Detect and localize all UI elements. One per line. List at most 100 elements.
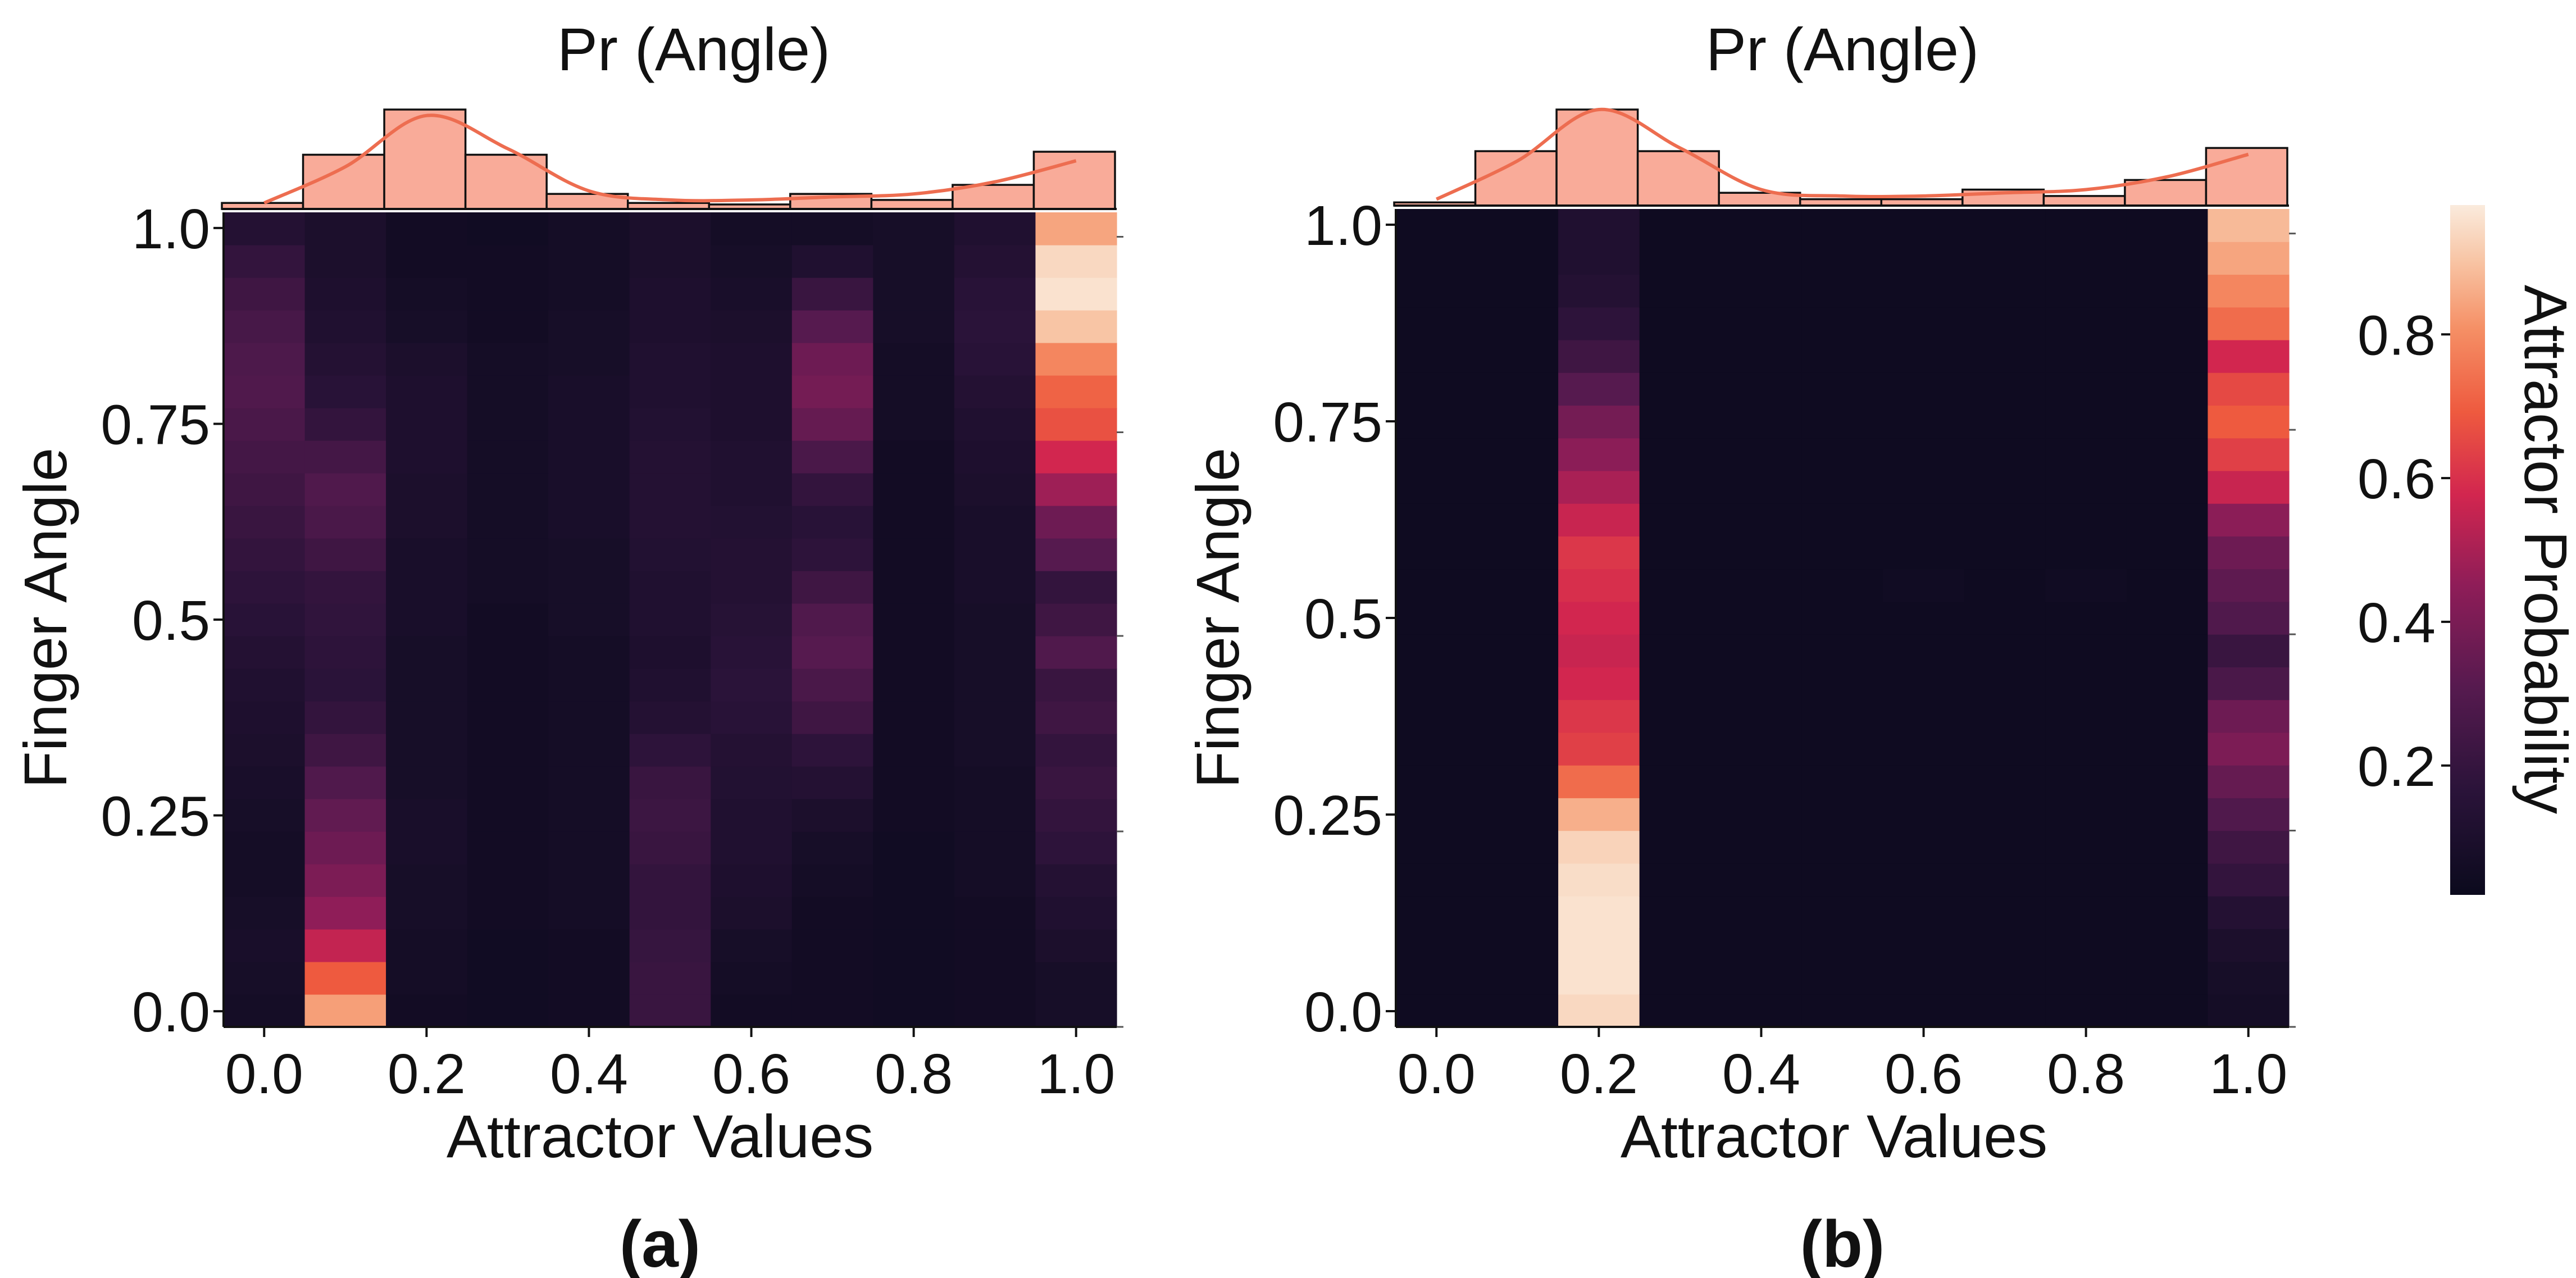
heatmap-cell [791,375,873,408]
heatmap-cell [791,571,873,604]
heatmap-cell [1964,830,2046,864]
heatmap-cell [2126,929,2209,962]
heatmap-cell [1477,699,1559,733]
heatmap-cell [1477,438,1559,471]
heatmap-cell [954,864,1036,897]
heatmap-cell [629,668,711,702]
heatmap-cell [1639,765,1721,798]
x-tick-label: 0.2 [388,1043,466,1106]
heatmap-cell [1639,798,1721,831]
heatmap-cell [2045,830,2127,864]
x-tick-label: 1.0 [1037,1043,1115,1106]
heatmap-cell [1558,961,1640,995]
heatmap-cell [1964,601,2046,635]
heatmap-cell [2126,765,2209,798]
colorbar-tick-label: 0.8 [2357,304,2436,367]
heatmap-cell [791,603,873,636]
panel-b: Pr (Angle) 0.0 0.2 0.4 0.6 0.8 1.01.00.750.50… [1184,15,2296,1278]
heatmap-cell [1801,438,1883,471]
x-tick-label: 0.8 [2047,1043,2125,1106]
heatmap-cell [304,929,386,962]
heatmap-cell [548,636,630,669]
heatmap-cell [1035,799,1117,832]
heatmap-cell [1639,863,1721,897]
heatmap-cell [629,701,711,734]
heatmap-cell [467,994,549,1027]
heatmap-cell [2208,568,2290,602]
heatmap-cell [2045,568,2127,602]
heatmap-cell [304,603,386,636]
heatmap-cell [1964,242,2046,275]
heatmap-cell [711,278,793,311]
heatmap-cell [1558,798,1640,831]
heatmap-cell [548,929,630,962]
heatmap-cell [629,212,711,245]
heatmap-cell [2208,372,2290,406]
heatmap-cell [1477,339,1559,373]
heatmap-cell [1035,636,1117,669]
colorbar-ticks: 0.8 0.6 0.4 0.2 [2357,304,2450,798]
heatmap-cell [1035,278,1117,311]
heatmap-cell [954,538,1036,571]
heatmap-cell [467,962,549,995]
heatmap-cell [954,375,1036,408]
heatmap-cell [629,278,711,311]
heatmap-cell [467,571,549,604]
heatmap-cell [2208,536,2290,570]
heatmap-cell [467,278,549,311]
heatmap-cell [1801,601,1883,635]
heatmap-cell [1477,961,1559,995]
heatmap-cell [1477,863,1559,897]
heatmap-cell [2208,667,2290,701]
heatmap-cell [386,440,468,474]
heatmap-cell [548,375,630,408]
heatmap-cell [1477,994,1559,1027]
heatmap-cell [224,668,306,702]
heatmap-cell [1964,929,2046,962]
heatmap-cell [629,375,711,408]
heatmap-cell [2126,863,2209,897]
heatmap-cell [1035,408,1117,441]
heatmap-cell [1558,667,1640,701]
heatmap-cell [711,994,793,1027]
heatmap-cell [386,343,468,376]
heatmap-cell [873,897,955,930]
heatmap-cell [873,538,955,571]
heatmap-cell [386,245,468,278]
heatmap-cell [1964,667,2046,701]
heatmap-cell [1477,405,1559,439]
heatmap-cell [1801,994,1883,1027]
heatmap-cell [1801,209,1883,242]
heatmap-cell [1639,438,1721,471]
heatmap-cell [1639,732,1721,766]
heatmap-cell [629,962,711,995]
heatmap-cell [2045,438,2127,471]
heatmap-cell [2126,405,2209,439]
heatmap-cell [2045,470,2127,504]
heatmap-cell [1558,372,1640,406]
heatmap-cell [1721,929,1803,962]
heatmap-cell [791,278,873,311]
y-tick-label: 0.75 [1273,391,1382,454]
heatmap-cell [1721,307,1803,340]
heatmap-cell [1639,961,1721,995]
heatmap-cell [304,734,386,767]
histogram-bar [1032,151,1116,210]
heatmap-cell [2045,405,2127,439]
heatmap-cell [1964,438,2046,471]
heatmap-cell [954,897,1036,930]
heatmap-cell [873,994,955,1027]
heatmap-cell [2126,961,2209,995]
heatmap-cell [873,408,955,441]
heatmap-cell [2045,732,2127,766]
colorbar-tick-label: 0.2 [2357,735,2436,798]
heatmap-cell [1964,339,2046,373]
heatmap-cell [2126,536,2209,570]
heatmap-cell [2126,568,2209,602]
heatmap-cell [711,929,793,962]
heatmap-cell [1801,470,1883,504]
panel-a-y-axis-label: Finger Angle [11,448,79,788]
heatmap-cell [1477,667,1559,701]
heatmap-cell [467,799,549,832]
panel-a-title: Pr (Angle) [557,15,830,83]
